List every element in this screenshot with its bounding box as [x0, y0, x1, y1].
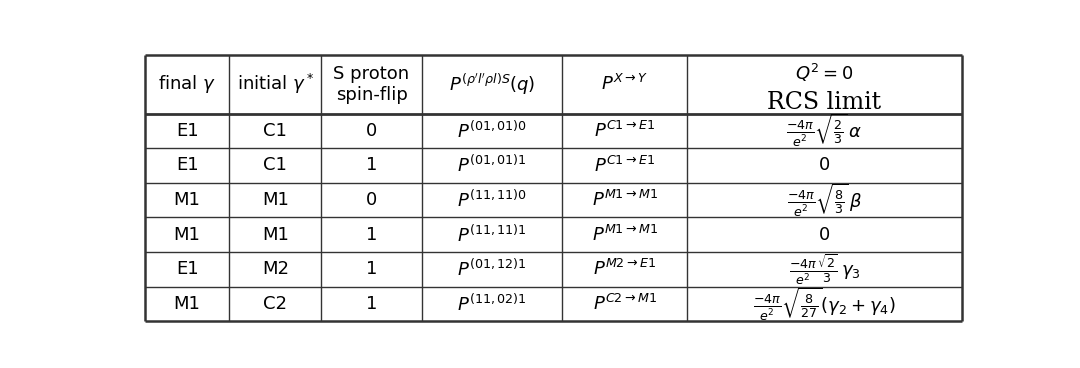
Text: initial $\gamma^*$: initial $\gamma^*$: [237, 72, 314, 96]
Text: E1: E1: [176, 122, 199, 140]
Text: $\frac{-4\pi}{e^2}\frac{\sqrt{2}}{3}\,\gamma_3$: $\frac{-4\pi}{e^2}\frac{\sqrt{2}}{3}\,\g…: [788, 252, 861, 287]
Text: $P^{C1\rightarrow E1}$: $P^{C1\rightarrow E1}$: [594, 155, 656, 176]
Text: M1: M1: [261, 191, 288, 209]
Text: 0: 0: [366, 191, 377, 209]
Text: S proton
spin-flip: S proton spin-flip: [334, 65, 409, 104]
Text: $P^{(01,01)1}$: $P^{(01,01)1}$: [457, 155, 527, 176]
Text: E1: E1: [176, 156, 199, 174]
Text: $P^{C2\rightarrow M1}$: $P^{C2\rightarrow M1}$: [593, 294, 657, 314]
Text: $P^{(01,12)1}$: $P^{(01,12)1}$: [457, 259, 527, 280]
Text: 1: 1: [366, 295, 377, 313]
Text: $P^{(11,11)0}$: $P^{(11,11)0}$: [457, 190, 527, 211]
Text: $\frac{-4\pi}{e^2}\sqrt{\frac{8}{3}}\,\beta$: $\frac{-4\pi}{e^2}\sqrt{\frac{8}{3}}\,\b…: [786, 181, 862, 219]
Text: $P^{C1\rightarrow E1}$: $P^{C1\rightarrow E1}$: [594, 121, 656, 141]
Text: $P^{(11,11)1}$: $P^{(11,11)1}$: [457, 224, 527, 245]
Text: M1: M1: [174, 295, 201, 313]
Text: 1: 1: [366, 156, 377, 174]
Text: $\frac{-4\pi}{e^2}\sqrt{\frac{2}{3}}\,\alpha$: $\frac{-4\pi}{e^2}\sqrt{\frac{2}{3}}\,\a…: [786, 112, 863, 149]
Text: M1: M1: [174, 226, 201, 244]
Text: M2: M2: [261, 260, 288, 278]
Text: $P^{(01,01)0}$: $P^{(01,01)0}$: [457, 120, 527, 141]
Text: $P^{M1\rightarrow M1}$: $P^{M1\rightarrow M1}$: [592, 225, 658, 245]
Text: 1: 1: [366, 260, 377, 278]
Text: 0: 0: [366, 122, 377, 140]
Text: RCS limit: RCS limit: [768, 91, 881, 114]
Text: $P^{(11,02)1}$: $P^{(11,02)1}$: [457, 293, 527, 315]
Text: $P^{X\rightarrow Y}$: $P^{X\rightarrow Y}$: [602, 74, 648, 94]
Text: $0$: $0$: [819, 156, 831, 174]
Text: M1: M1: [261, 226, 288, 244]
Text: $\frac{-4\pi}{e^2}\sqrt{\frac{8}{27}}(\gamma_2+\gamma_4)$: $\frac{-4\pi}{e^2}\sqrt{\frac{8}{27}}(\g…: [753, 285, 895, 323]
Text: $0$: $0$: [819, 226, 831, 244]
Text: 1: 1: [366, 226, 377, 244]
Text: E1: E1: [176, 260, 199, 278]
Text: C1: C1: [264, 156, 287, 174]
Text: M1: M1: [174, 191, 201, 209]
Text: $P^{(\rho^{\prime}l^{\prime}\rho l)S}(q)$: $P^{(\rho^{\prime}l^{\prime}\rho l)S}(q)…: [449, 72, 536, 97]
Text: final $\gamma$: final $\gamma$: [158, 73, 216, 95]
Text: C2: C2: [264, 295, 287, 313]
Text: $Q^2 = 0$: $Q^2 = 0$: [795, 62, 853, 84]
Text: C1: C1: [264, 122, 287, 140]
Text: $P^{M1\rightarrow M1}$: $P^{M1\rightarrow M1}$: [592, 190, 658, 210]
Text: $P^{M2\rightarrow E1}$: $P^{M2\rightarrow E1}$: [593, 259, 657, 279]
